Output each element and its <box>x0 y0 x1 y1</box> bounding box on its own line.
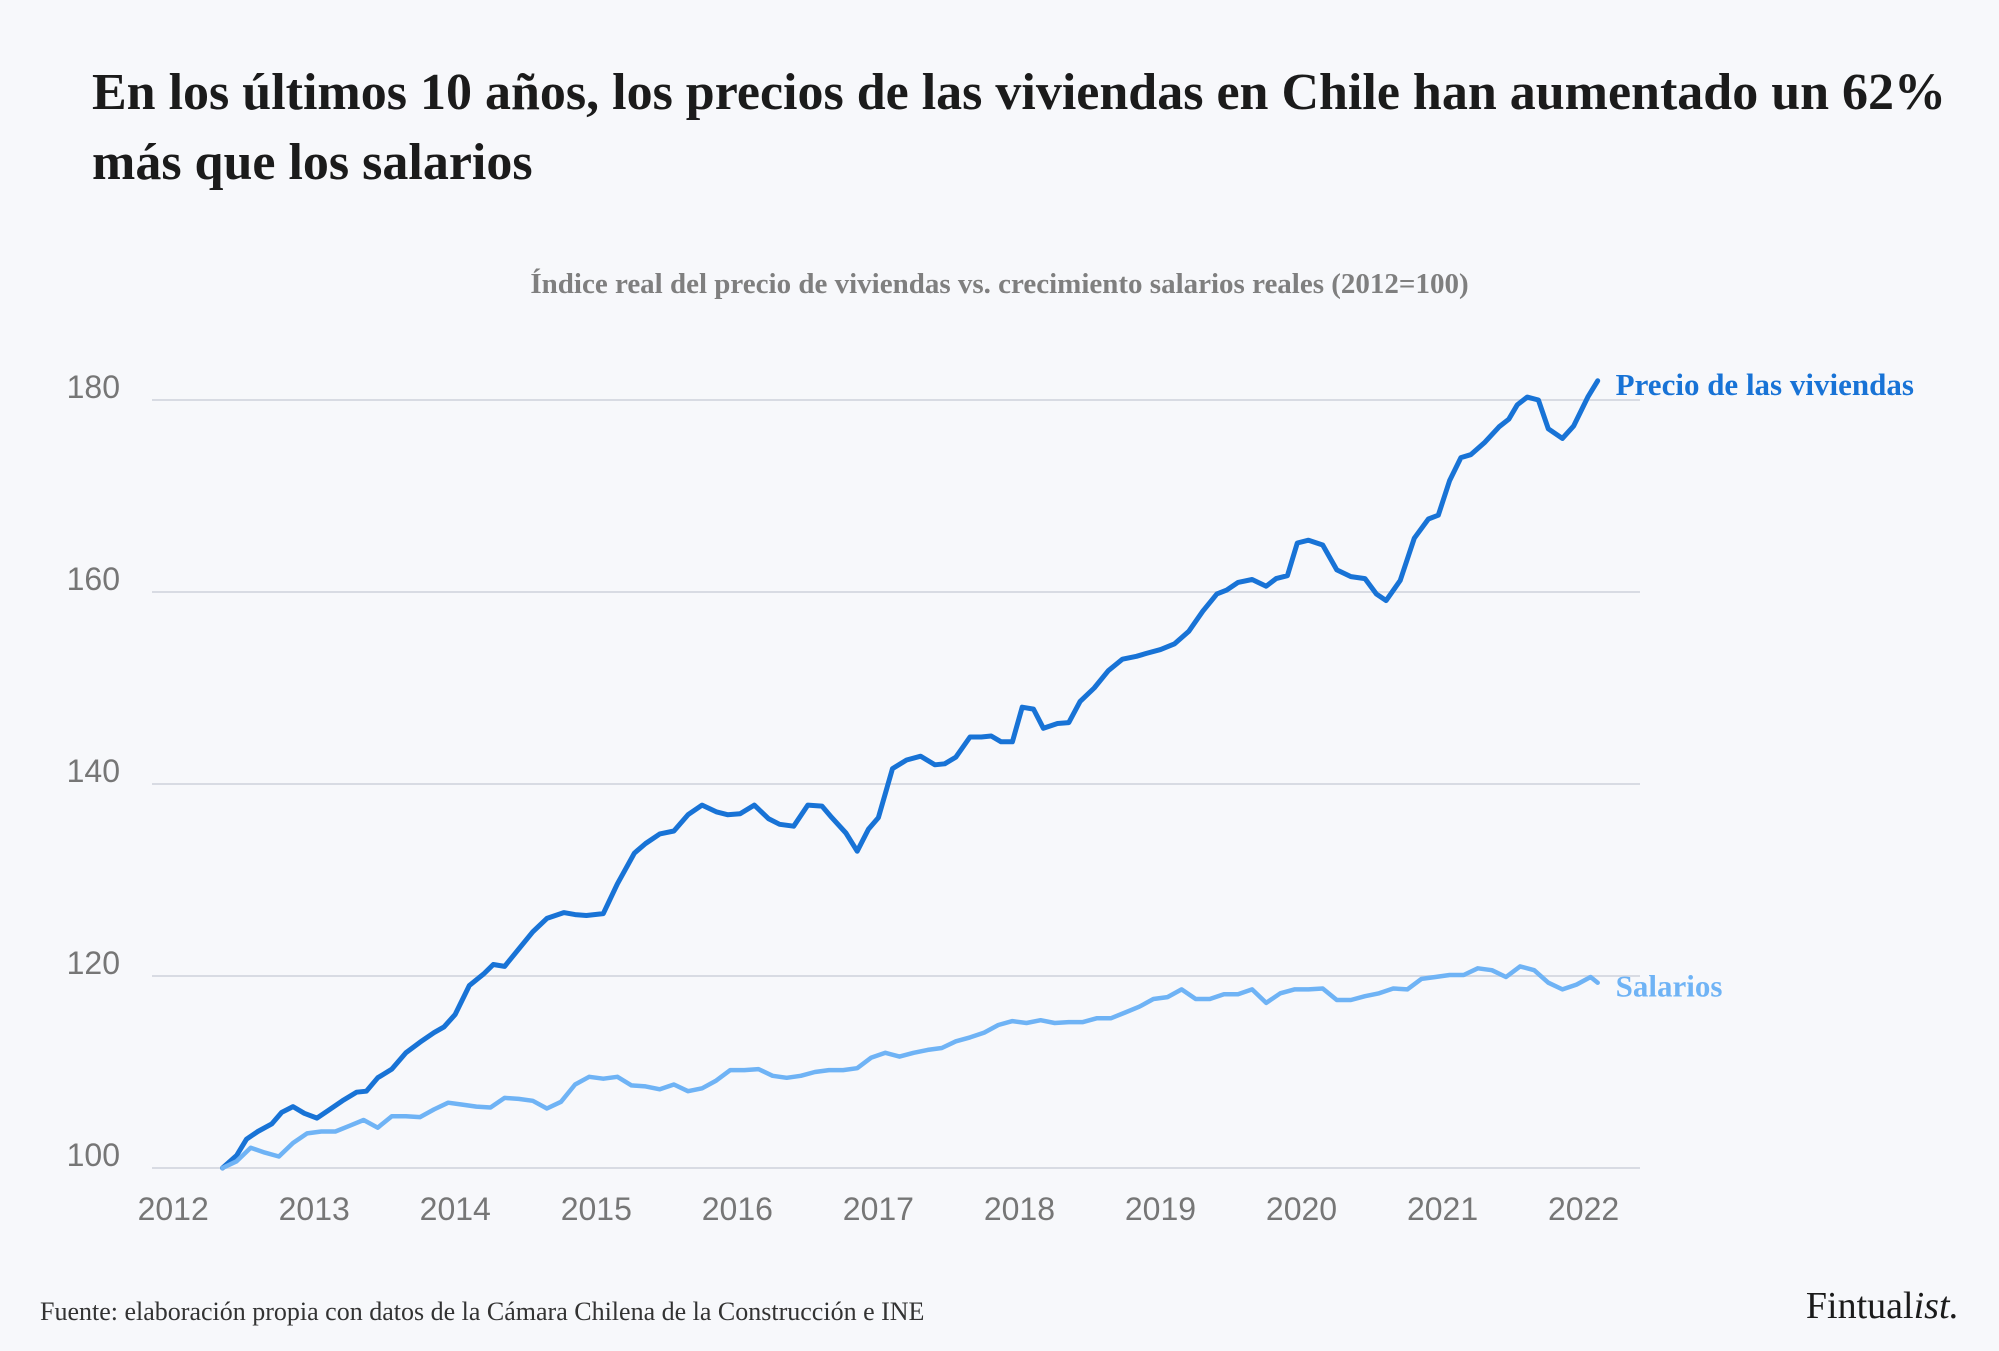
series-label-precio-viviendas: Precio de las viviendas <box>1616 367 1914 402</box>
x-tick-label: 2013 <box>279 1191 350 1227</box>
x-tick-label: 2015 <box>561 1191 632 1227</box>
x-tick-label: 2020 <box>1266 1191 1337 1227</box>
chart-title: En los últimos 10 años, los precios de l… <box>92 64 1947 191</box>
x-tick-label: 2022 <box>1548 1191 1619 1227</box>
y-axis: 100 120 140 160 180 <box>67 369 120 1173</box>
brand-main: Fintual <box>1805 1285 1914 1327</box>
x-tick-label: 2012 <box>138 1191 209 1227</box>
brand-accent: ist. <box>1913 1285 1959 1327</box>
x-tick-label: 2018 <box>984 1191 1055 1227</box>
grid-lines <box>152 399 1640 1169</box>
x-tick-label: 2019 <box>1125 1191 1196 1227</box>
series-labels: Precio de las viviendas Salarios <box>1616 367 1914 1004</box>
x-axis: 2012 2013 2014 2015 2016 2017 2018 2019 2020 2021… <box>138 1191 1620 1227</box>
x-tick-label: 2017 <box>843 1191 914 1227</box>
x-tick-label: 2014 <box>420 1191 491 1227</box>
source-note: Fuente: elaboración propia con datos de … <box>40 1297 925 1326</box>
y-tick-label: 180 <box>67 369 120 405</box>
x-tick-label: 2021 <box>1407 1191 1478 1227</box>
y-tick-label: 140 <box>67 753 120 789</box>
y-tick-label: 120 <box>67 945 120 981</box>
series-label-salarios: Salarios <box>1616 969 1723 1004</box>
y-tick-label: 100 <box>67 1137 120 1173</box>
series-line-precio-viviendas <box>220 378 1601 1171</box>
x-tick-label: 2016 <box>702 1191 773 1227</box>
series-line-salarios <box>220 964 1600 1171</box>
y-tick-label: 160 <box>67 561 120 597</box>
chart-subtitle: Índice real del precio de viviendas vs. … <box>530 268 1469 300</box>
brand-logo: Fintualist. <box>1806 1284 1959 1328</box>
series-lines <box>220 378 1601 1171</box>
